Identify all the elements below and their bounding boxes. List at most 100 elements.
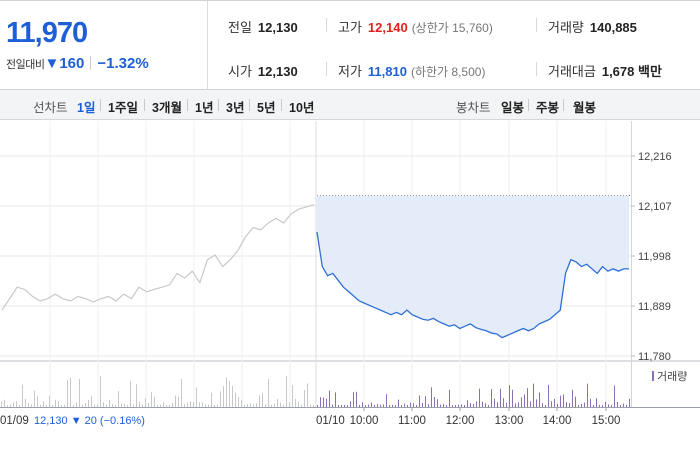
volume-bar: [455, 404, 456, 407]
volume-bar: [262, 392, 263, 407]
tab-daily-candle[interactable]: 일봉: [501, 101, 525, 115]
volume-bar: [94, 404, 95, 407]
volume-bar: [584, 402, 585, 407]
volume-bar: [332, 404, 333, 407]
volume-bar: [437, 399, 438, 407]
volume-bar: [539, 392, 540, 407]
tab-1y[interactable]: 1년: [195, 101, 214, 115]
volume-bar: [187, 402, 188, 407]
volume-bar: [395, 405, 396, 407]
volume-legend-swatch: [652, 371, 654, 381]
tab-5y[interactable]: 5년: [257, 101, 276, 115]
volume-bar: [476, 401, 477, 407]
volume-bar: [4, 399, 5, 407]
previous-day-line: [1, 204, 315, 311]
volume-bar: [295, 398, 296, 407]
volume-bar: [271, 405, 272, 407]
volume-bar: [244, 404, 245, 407]
volume-bar: [124, 403, 125, 407]
volume-bar: [52, 404, 53, 407]
tab-divider: [218, 99, 219, 111]
volume-bar: [377, 404, 378, 407]
tab-3m[interactable]: 3개월: [152, 101, 182, 115]
line-chart-label: 선차트: [33, 101, 68, 115]
quote-header: 11,970 전일대비▼160 −1.32% 전일 12,130 고가 12,140(…: [0, 0, 700, 90]
volume-bar: [422, 402, 423, 407]
volume-bar: [386, 394, 387, 407]
volume-bar: [7, 404, 8, 407]
volume-bar: [289, 402, 290, 407]
volume-bar: [371, 402, 372, 407]
volume-bar: [16, 401, 17, 407]
volume-bar: [265, 404, 266, 407]
volume-bar: [82, 404, 83, 407]
volume-bar: [25, 398, 26, 407]
chart-period-tabs: 선차트 1일 1주일 3개월 1년 3년 5년 10년 봉차트 일봉 주봉 월봉: [0, 90, 700, 120]
volume-bar: [416, 405, 417, 407]
volume-bar: [482, 401, 483, 407]
stat-open: 시가 12,130: [228, 61, 298, 80]
volume-bar: [554, 398, 555, 407]
volume-bar: [521, 397, 522, 407]
volume-bar: [112, 403, 113, 407]
volume-bar: [572, 389, 573, 407]
stat-divider: [326, 62, 327, 76]
x-tick-label: 11:00: [398, 415, 426, 427]
volume-bar: [407, 404, 408, 407]
volume-bar: [419, 395, 420, 407]
volume-bar: [509, 385, 510, 407]
volume-bar: [563, 394, 564, 407]
volume-bar: [392, 404, 393, 407]
volume-bar: [380, 404, 381, 407]
volume-bar: [223, 386, 224, 407]
tab-divider: [528, 99, 529, 111]
volume-bar: [560, 395, 561, 407]
tab-1d[interactable]: 1일: [77, 101, 96, 115]
price-chart[interactable]: 12,216 12,107 11,998 11,889 11,780 거래량 01/09 12…: [0, 121, 700, 450]
volume-bar: [545, 404, 546, 407]
volume-bar: [491, 389, 492, 407]
volume-legend-label: 거래량: [657, 370, 687, 383]
volume-bar: [247, 403, 248, 407]
change-percent: −1.32%: [97, 55, 149, 72]
volume-bar: [428, 404, 429, 407]
volume-bar: [181, 378, 182, 407]
tab-weekly-candle[interactable]: 주봉: [536, 101, 560, 115]
tab-10y[interactable]: 10년: [289, 101, 315, 115]
volume-bar: [425, 396, 426, 407]
volume-bar: [28, 402, 29, 407]
volume-bar: [175, 395, 176, 407]
change-label: 전일대비: [6, 59, 45, 71]
stat-label: 거래대금: [548, 64, 596, 79]
volume-bar: [599, 404, 600, 407]
volume-bar: [19, 404, 20, 407]
volume-bar: [151, 391, 152, 407]
volume-bar: [268, 378, 269, 407]
volume-bar: [488, 404, 489, 407]
y-tick-label: 11,998: [638, 251, 671, 263]
volume-bar: [130, 381, 131, 407]
volume-bar: [148, 403, 149, 407]
volume-bar: [440, 404, 441, 407]
tab-1w[interactable]: 1주일: [108, 101, 138, 115]
volume-bar: [121, 403, 122, 407]
volume-bar: [67, 380, 68, 407]
volume-bar: [304, 390, 305, 407]
tab-divider: [249, 99, 250, 111]
stat-divider: [536, 18, 537, 32]
volume-bar: [154, 396, 155, 407]
volume-bar: [623, 403, 624, 407]
volume-bar: [49, 395, 50, 407]
volume-bar: [383, 404, 384, 407]
volume-bar: [347, 404, 348, 407]
tab-3y[interactable]: 3년: [226, 101, 245, 115]
tab-monthly-candle[interactable]: 월봉: [573, 101, 597, 115]
volume-bar: [338, 404, 339, 407]
volume-bar: [103, 402, 104, 407]
volume-bar: [500, 388, 501, 407]
volume-bar: [106, 404, 107, 407]
volume-bar: [274, 403, 275, 407]
volume-bar: [238, 397, 239, 407]
volume-bar: [280, 402, 281, 407]
volume-bars: [1, 375, 630, 407]
